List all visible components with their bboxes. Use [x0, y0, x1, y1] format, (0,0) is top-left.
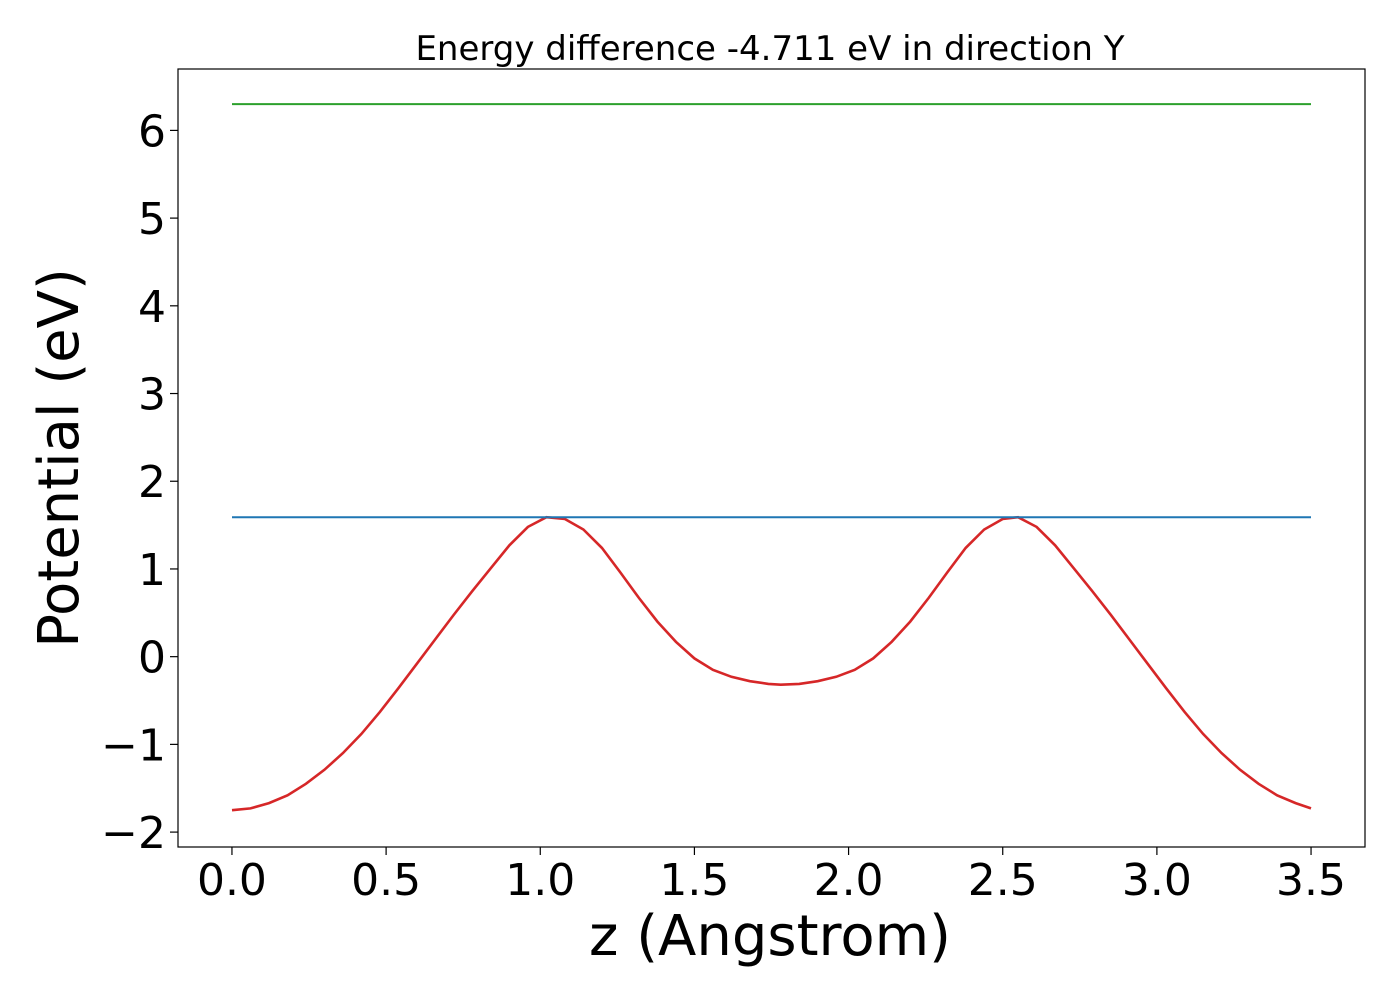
series-line-0 — [231, 515, 1312, 812]
y-tick-label: 0 — [138, 633, 166, 684]
x-tick-label: 2.0 — [814, 855, 884, 906]
x-tick-label: 3.5 — [1276, 855, 1346, 906]
x-axis-label: z (Angstrom) — [589, 904, 951, 969]
x-tick-label: 3.0 — [1122, 855, 1192, 906]
x-tick-label: 0.0 — [197, 855, 267, 906]
y-tick-label: 4 — [138, 282, 166, 333]
y-tick-label: 5 — [138, 194, 166, 245]
series-layer — [231, 103, 1312, 812]
chart-title: Energy difference -4.711 eV in direction… — [415, 29, 1124, 69]
y-axis-label: Potential (eV) — [27, 268, 92, 648]
y-tick-label: 1 — [138, 545, 166, 596]
x-tick-label: 0.5 — [351, 855, 421, 906]
y-tick-label: 2 — [138, 457, 166, 508]
x-tick-label: 1.5 — [659, 855, 729, 906]
y-tick-label: 6 — [138, 106, 166, 157]
plot-frame — [177, 68, 1366, 848]
x-tick-label: 2.5 — [968, 855, 1038, 906]
y-tick-label: 3 — [138, 370, 166, 421]
x-tick-label: 1.0 — [505, 855, 575, 906]
y-axis-ticks: −2 −1 0 1 2 3 4 5 6 — [101, 106, 178, 859]
y-tick-label: −1 — [101, 720, 166, 771]
x-axis-ticks: 0.0 0.5 1.0 1.5 2.0 2.5 3.0 3.5 — [197, 847, 1346, 906]
y-tick-label: −2 — [101, 808, 166, 859]
